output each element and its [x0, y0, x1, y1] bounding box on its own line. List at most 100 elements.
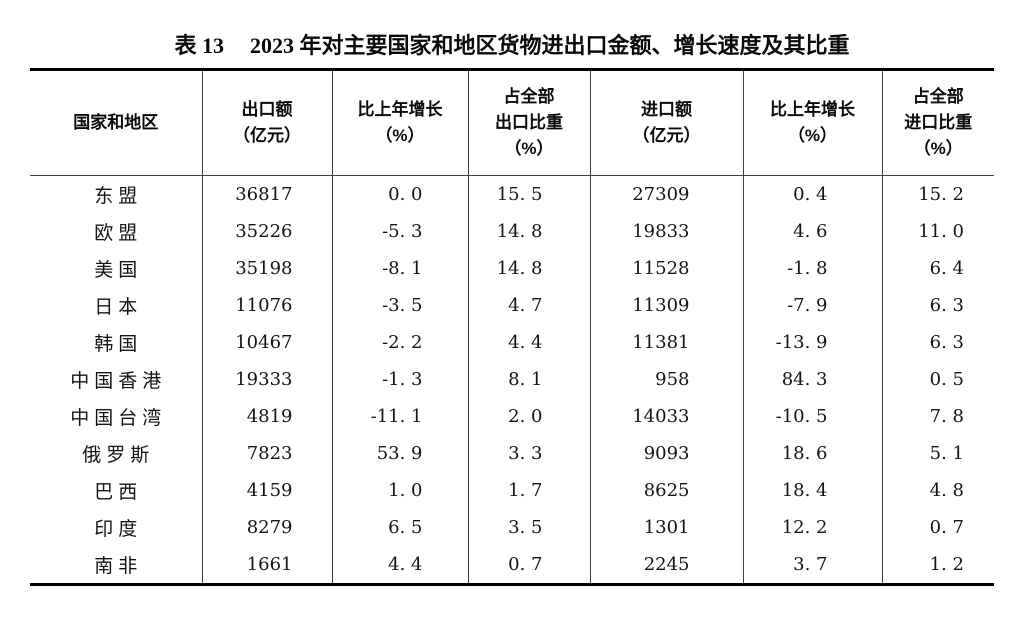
region-name: 南非: [94, 555, 143, 577]
import-share: 11. 0: [881, 213, 994, 250]
import-growth: -7. 9: [742, 287, 882, 324]
export-share: 14. 8: [467, 213, 590, 250]
table-number: 表 13: [174, 33, 224, 58]
import-growth: -10. 5: [742, 398, 882, 435]
table-row: 巴西 4159 1. 0 1. 7 8625 18. 4 4. 8: [30, 472, 994, 509]
import-growth: -13. 9: [742, 324, 882, 361]
import-share: 6. 4: [881, 250, 994, 287]
region-name: 日本: [94, 296, 143, 318]
export-growth: 0. 0: [331, 175, 468, 213]
header-import-value: 进口额 （亿元）: [589, 69, 743, 176]
header-row: 国家和地区 出口额 （亿元） 比上年增长 （%） 占全部 出口比重 （%） 进口…: [30, 69, 994, 176]
import-value: 1301: [589, 509, 743, 546]
header-line: 国家和地区: [73, 113, 159, 132]
table-row: 欧盟 35226 -5. 3 14. 8 19833 4. 6 11. 0: [30, 213, 994, 250]
region-name: 中国香港: [70, 370, 167, 392]
export-share: 3. 5: [467, 509, 590, 546]
header-line: （%）: [375, 126, 425, 145]
header-line: 出口额: [241, 100, 293, 119]
import-value: 19833: [589, 213, 743, 250]
header-line: 出口比重: [495, 113, 563, 132]
header-export-value: 出口额 （亿元）: [201, 69, 332, 176]
header-line: 比上年增长: [357, 100, 443, 119]
export-value: 8279: [201, 509, 332, 546]
header-line: 占全部: [503, 87, 555, 106]
region-name: 美国: [94, 259, 143, 281]
export-growth: 53. 9: [331, 435, 468, 472]
header-import-share: 占全部 进口比重 （%）: [881, 69, 994, 176]
export-share: 15. 5: [467, 175, 590, 213]
table-row: 韩国 10467 -2. 2 4. 4 11381 -13. 9 6. 3: [30, 324, 994, 361]
import-share: 15. 2: [881, 175, 994, 213]
export-value: 19333: [201, 361, 332, 398]
table-row: 南非 1661 4. 4 0. 7 2245 3. 7 1. 2: [30, 546, 994, 585]
table-title: 表 13 2023 年对主要国家和地区货物进出口金额、增长速度及其比重: [0, 0, 1024, 59]
import-growth: 12. 2: [742, 509, 882, 546]
header-line: （亿元）: [632, 126, 701, 145]
table-row: 东盟 36817 0. 0 15. 5 27309 0. 4 15. 2: [30, 175, 994, 213]
table-body: 东盟 36817 0. 0 15. 5 27309 0. 4 15. 2 欧盟 35226 -5.…: [30, 175, 994, 585]
header-line: （亿元）: [233, 126, 301, 145]
export-growth: -11. 1: [331, 398, 468, 435]
export-share: 1. 7: [467, 472, 590, 509]
import-growth: 18. 6: [742, 435, 882, 472]
export-share: 8. 1: [467, 361, 590, 398]
table-row: 美国 35198 -8. 1 14. 8 11528 -1. 8 6. 4: [30, 250, 994, 287]
header-import-growth: 比上年增长 （%）: [742, 69, 882, 176]
trade-table: 国家和地区 出口额 （亿元） 比上年增长 （%） 占全部 出口比重 （%） 进口…: [30, 68, 994, 586]
export-growth: 6. 5: [331, 509, 468, 546]
region-name: 东盟: [94, 185, 143, 207]
export-growth: -8. 1: [331, 250, 468, 287]
table-header: 国家和地区 出口额 （亿元） 比上年增长 （%） 占全部 出口比重 （%） 进口…: [30, 69, 994, 176]
export-share: 4. 4: [467, 324, 590, 361]
table-title-text: 2023 年对主要国家和地区货物进出口金额、增长速度及其比重: [250, 33, 850, 58]
import-growth: 18. 4: [742, 472, 882, 509]
table-row: 中国香港 19333 -1. 3 8. 1 958 84. 3 0. 5: [30, 361, 994, 398]
import-share: 1. 2: [881, 546, 994, 585]
import-value: 27309: [589, 175, 743, 213]
import-value: 8625: [589, 472, 743, 509]
import-share: 4. 8: [881, 472, 994, 509]
header-line: （%）: [913, 139, 963, 158]
import-growth: 84. 3: [742, 361, 882, 398]
export-share: 4. 7: [467, 287, 590, 324]
export-value: 36817: [201, 175, 332, 213]
header-export-growth: 比上年增长 （%）: [331, 69, 468, 176]
import-value: 11309: [589, 287, 743, 324]
import-growth: 3. 7: [742, 546, 882, 585]
header-line: （%）: [504, 139, 554, 158]
header-line: 进口额: [641, 100, 692, 119]
import-value: 2245: [589, 546, 743, 585]
export-value: 11076: [201, 287, 332, 324]
import-share: 5. 1: [881, 435, 994, 472]
import-share: 6. 3: [881, 287, 994, 324]
header-export-share: 占全部 出口比重 （%）: [467, 69, 590, 176]
export-growth: -1. 3: [331, 361, 468, 398]
export-growth: 1. 0: [331, 472, 468, 509]
header-line: 比上年增长: [770, 100, 855, 119]
region-name: 俄罗斯: [82, 444, 155, 466]
export-growth: 4. 4: [331, 546, 468, 585]
export-value: 10467: [201, 324, 332, 361]
header-line: （%）: [787, 126, 838, 145]
export-value: 7823: [201, 435, 332, 472]
header-region: 国家和地区: [30, 69, 202, 176]
header-line: 占全部: [912, 87, 964, 106]
export-value: 4159: [201, 472, 332, 509]
region-name: 巴西: [94, 481, 143, 503]
import-share: 0. 7: [881, 509, 994, 546]
import-value: 11381: [589, 324, 743, 361]
import-value: 14033: [589, 398, 743, 435]
import-value: 9093: [589, 435, 743, 472]
export-growth: -5. 3: [331, 213, 468, 250]
export-share: 14. 8: [467, 250, 590, 287]
export-share: 0. 7: [467, 546, 590, 585]
table-row: 日本 11076 -3. 5 4. 7 11309 -7. 9 6. 3: [30, 287, 994, 324]
region-name: 韩国: [94, 333, 143, 355]
export-share: 3. 3: [467, 435, 590, 472]
export-value: 4819: [201, 398, 332, 435]
import-growth: 0. 4: [742, 175, 882, 213]
export-share: 2. 0: [467, 398, 590, 435]
export-value: 1661: [201, 546, 332, 585]
